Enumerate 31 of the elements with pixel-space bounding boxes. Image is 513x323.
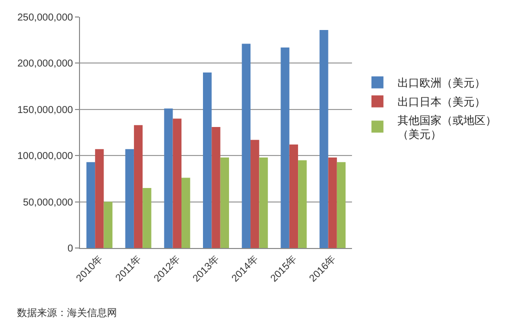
bar [259,157,268,248]
bar [280,47,290,248]
bar [104,202,112,248]
y-tick-label: 150,000,000 [17,104,74,116]
bar [320,30,328,248]
source-note: 数据来源：海关信息网 [17,307,117,319]
legend-label: 出口日本（美元） [397,96,486,109]
legend-label: 出口欧洲（美元） [397,76,486,90]
bar [298,160,307,248]
bar [250,140,260,248]
bar [242,44,251,248]
bar [142,188,152,248]
bar [181,178,190,248]
y-tick-label: 0 [67,244,74,254]
bar [336,162,346,248]
y-tick-label: 250,000,000 [17,12,74,24]
legend-label: 其他国家（或地区）（美元） [397,114,496,142]
bar [95,149,104,248]
bar [202,72,212,248]
bar [134,125,143,248]
bar [328,157,337,248]
bar [86,162,96,248]
bar [289,144,298,248]
y-tick-label: 100,000,000 [17,151,74,162]
bar [212,126,220,248]
bar [172,118,182,248]
y-tick-label: 200,000,000 [17,58,74,70]
bar [164,108,173,248]
y-tick-label: 50,000,000 [22,197,74,208]
bar [220,157,230,248]
bar [125,149,134,248]
